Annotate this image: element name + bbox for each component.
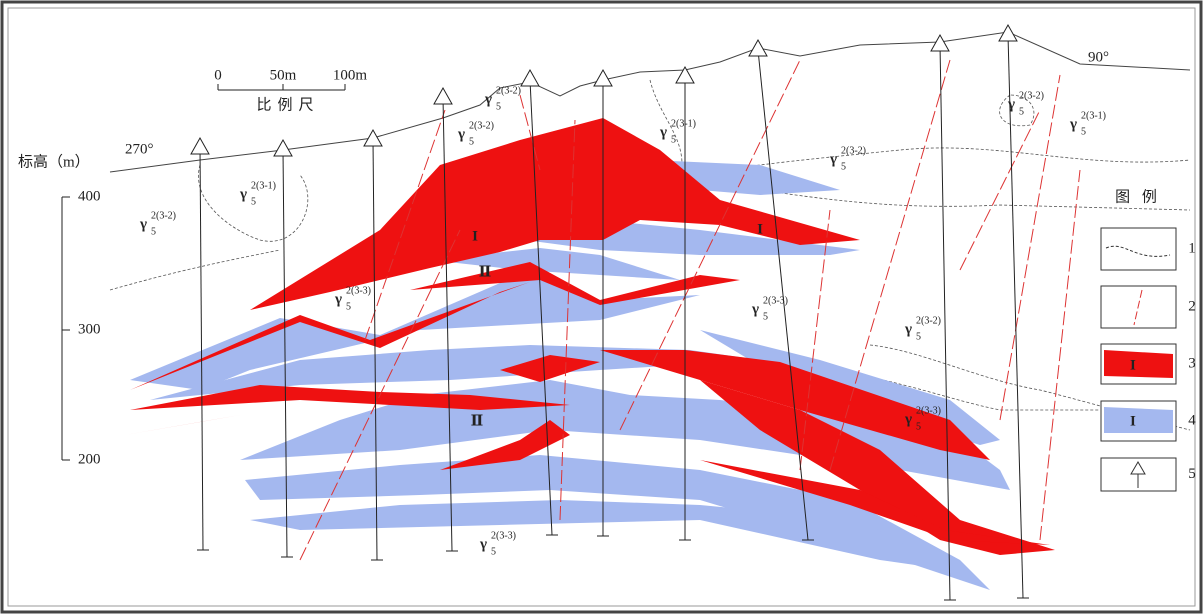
rock-symbol: γ xyxy=(829,151,837,167)
rock-symbol: γ xyxy=(139,216,147,232)
legend-red xyxy=(1104,350,1173,378)
legend-number: 5 xyxy=(1188,466,1196,482)
rock-sup: 2(3-1) xyxy=(671,118,696,129)
rock-sub: 5 xyxy=(1019,106,1024,117)
rock-sup: 2(3-1) xyxy=(1081,110,1106,121)
rock-sup: 2(3-2) xyxy=(1019,90,1044,101)
rock-sup: 2(3-3) xyxy=(491,530,516,541)
legend-box xyxy=(1101,228,1176,270)
axis-tick: 300 xyxy=(78,321,101,337)
rock-symbol: γ xyxy=(479,536,487,552)
rock-sub: 5 xyxy=(496,101,501,112)
rock-symbol: γ xyxy=(334,291,342,307)
legend-blue xyxy=(1104,407,1173,433)
rock-sup: 2(3-2) xyxy=(841,145,866,156)
rock-sup: 2(3-3) xyxy=(763,295,788,306)
rock-sup: 2(3-2) xyxy=(496,85,521,96)
rock-sub: 5 xyxy=(916,331,921,342)
legend-number: 3 xyxy=(1188,355,1196,371)
rock-sub: 5 xyxy=(916,421,921,432)
legend-number: 4 xyxy=(1188,412,1196,428)
rock-sub: 5 xyxy=(469,136,474,147)
scale-tick: 50m xyxy=(270,67,297,83)
legend-title: 图 例 xyxy=(1115,188,1161,205)
legend-symbol: I xyxy=(1130,357,1136,373)
legend-symbol: I xyxy=(1130,413,1136,429)
rock-sup: 2(3-1) xyxy=(251,180,276,191)
rock-sub: 5 xyxy=(841,161,846,172)
rock-symbol: γ xyxy=(484,91,492,107)
axis-tick: 200 xyxy=(78,451,101,467)
rock-sub: 5 xyxy=(491,546,496,557)
rock-sup: 2(3-3) xyxy=(916,405,941,416)
rock-sup: 2(3-2) xyxy=(469,120,494,131)
rock-sub: 5 xyxy=(151,226,156,237)
legend-number: 1 xyxy=(1188,240,1196,256)
rock-sub: 5 xyxy=(346,301,351,312)
rock-sub: 5 xyxy=(251,196,256,207)
rock-sub: 5 xyxy=(1081,126,1086,137)
axis-tick: 400 xyxy=(78,188,101,204)
rock-symbol: γ xyxy=(1007,96,1015,112)
orientation: 90° xyxy=(1088,49,1109,65)
ore-body-label: I xyxy=(757,221,763,237)
rock-symbol: γ xyxy=(659,124,667,140)
rock-sup: 2(3-2) xyxy=(151,210,176,221)
ore-body-label: Ⅱ xyxy=(471,413,484,429)
rock-symbol: γ xyxy=(457,126,465,142)
scale-label: 比例尺 xyxy=(256,96,319,113)
rock-symbol: γ xyxy=(751,301,759,317)
axis-label: 标高（m） xyxy=(18,153,90,170)
orientation: 270° xyxy=(125,141,154,157)
rock-sup: 2(3-2) xyxy=(916,315,941,326)
rock-sub: 5 xyxy=(763,311,768,322)
rock-symbol: γ xyxy=(904,411,912,427)
ore-body-label: Ⅱ xyxy=(479,264,492,280)
scale-tick: 100m xyxy=(333,67,368,83)
rock-symbol: γ xyxy=(239,186,247,202)
ore-body-label: I xyxy=(472,228,478,244)
rock-symbol: γ xyxy=(904,321,912,337)
scale-tick: 0 xyxy=(214,67,222,83)
rock-symbol: γ xyxy=(1069,116,1077,132)
rock-sup: 2(3-3) xyxy=(346,285,371,296)
rock-sub: 5 xyxy=(671,134,676,145)
legend-number: 2 xyxy=(1188,298,1196,314)
section-diagram: 050m100m比例尺标高（m）400300200270°90°γ52(3-2)… xyxy=(0,0,1203,614)
